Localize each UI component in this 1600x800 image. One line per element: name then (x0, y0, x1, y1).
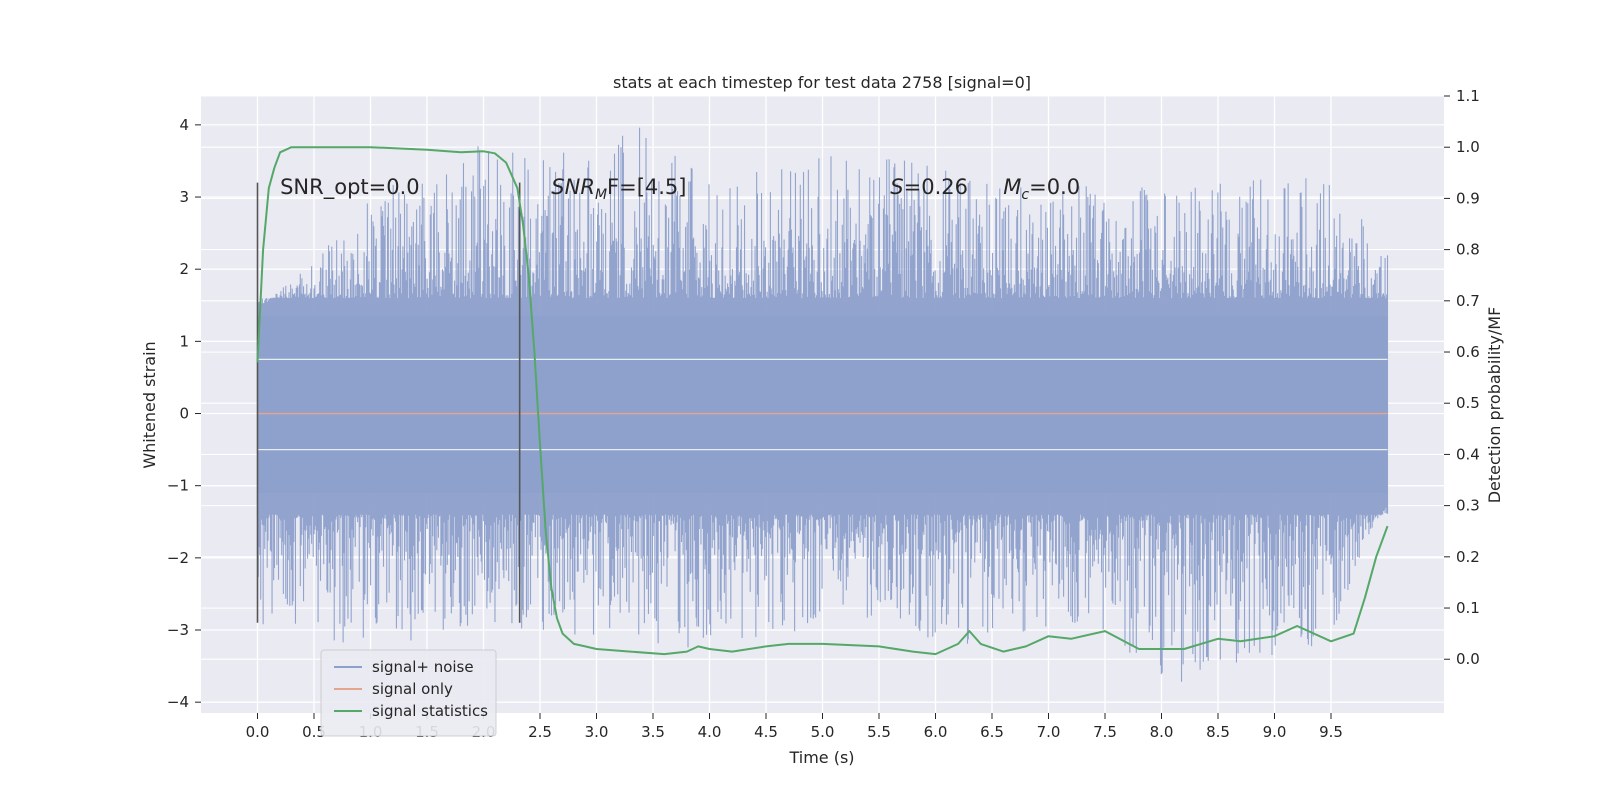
y2-tick-label: 0.2 (1456, 548, 1480, 566)
x-tick-label: 0.0 (246, 723, 270, 741)
legend-label: signal+ noise (372, 658, 474, 676)
y2-tick-label: 0.0 (1456, 650, 1480, 668)
y-tick-label: −3 (167, 621, 189, 639)
y2-tick-label: 0.8 (1456, 241, 1480, 259)
y2-tick-label: 1.1 (1456, 87, 1480, 105)
x-axis-label: Time (s) (788, 748, 854, 767)
x-tick-label: 4.5 (754, 723, 778, 741)
y2-tick-label: 0.3 (1456, 497, 1480, 515)
y-tick-label: −2 (167, 549, 189, 567)
x-tick-label: 8.5 (1206, 723, 1230, 741)
y-axis-label: Whitened strain (140, 341, 159, 468)
x-tick-label: 6.5 (980, 723, 1004, 741)
x-tick-label: 9.0 (1263, 723, 1287, 741)
y2-tick-label: 0.6 (1456, 343, 1480, 361)
x-tick-label: 3.0 (585, 723, 609, 741)
x-tick-label: 5.0 (811, 723, 835, 741)
y2-tick-label: 0.4 (1456, 445, 1480, 463)
y2-tick-label: 1.0 (1456, 138, 1480, 156)
y2-tick-label: 0.7 (1456, 292, 1480, 310)
signal-statistics-series (256, 146, 1389, 656)
signal-noise-series (256, 127, 1389, 682)
y-tick-label: 1 (179, 332, 189, 350)
y-tick-label: −4 (167, 693, 189, 711)
x-tick-label: 7.0 (1037, 723, 1061, 741)
annotation-text: Mc=0.0 (1003, 175, 1080, 203)
y2-axis-ticks: 1.1 1.0 0.9 0.8 0.7 0.6 0.5 0.4 0.3 0.2 0.1 0.0 (1444, 87, 1480, 668)
x-tick-label: 0.5 (302, 723, 326, 741)
y2-tick-label: 0.5 (1456, 394, 1480, 412)
legend-label: signal statistics (372, 702, 488, 720)
y-tick-label: −1 (167, 477, 189, 495)
x-tick-label: 9.5 (1319, 723, 1343, 741)
y2-axis-label: Detection probability/MF (1485, 307, 1504, 504)
annotations: SNR_opt=0.0 SNRMF=[4.5] S=0.26 Mc=0.0 (280, 175, 1080, 203)
x-tick-label: 5.5 (867, 723, 891, 741)
legend-label: signal only (372, 680, 453, 698)
x-tick-label: 2.5 (528, 723, 552, 741)
x-tick-label: 6.0 (924, 723, 948, 741)
legend-box (320, 649, 497, 737)
x-tick-label: 4.0 (698, 723, 722, 741)
annotation-text: SNRMF=[4.5] (551, 175, 686, 203)
y2-tick-label: 0.1 (1456, 599, 1480, 617)
x-tick-label: 3.5 (641, 723, 665, 741)
y-tick-label: 4 (179, 116, 189, 134)
y-tick-label: 3 (179, 188, 189, 206)
annotation-text: S=0.26 (890, 175, 968, 199)
annotation-text: SNR_opt=0.0 (280, 175, 420, 200)
signal-statistics-line (256, 146, 1389, 656)
y-tick-label: 0 (179, 405, 189, 423)
x-tick-label: 7.5 (1093, 723, 1117, 741)
y2-tick-label: 0.9 (1456, 189, 1480, 207)
chart-title: stats at each timestep for test data 275… (613, 73, 1031, 92)
x-tick-label: 8.0 (1150, 723, 1174, 741)
y-tick-label: 2 (179, 260, 189, 278)
vertical-markers (256, 182, 521, 623)
legend: signal+ noise signal only signal statistic… (320, 649, 497, 737)
y-axis-ticks: 4 3 2 1 0 −1 −2 −3 −4 (167, 116, 201, 711)
